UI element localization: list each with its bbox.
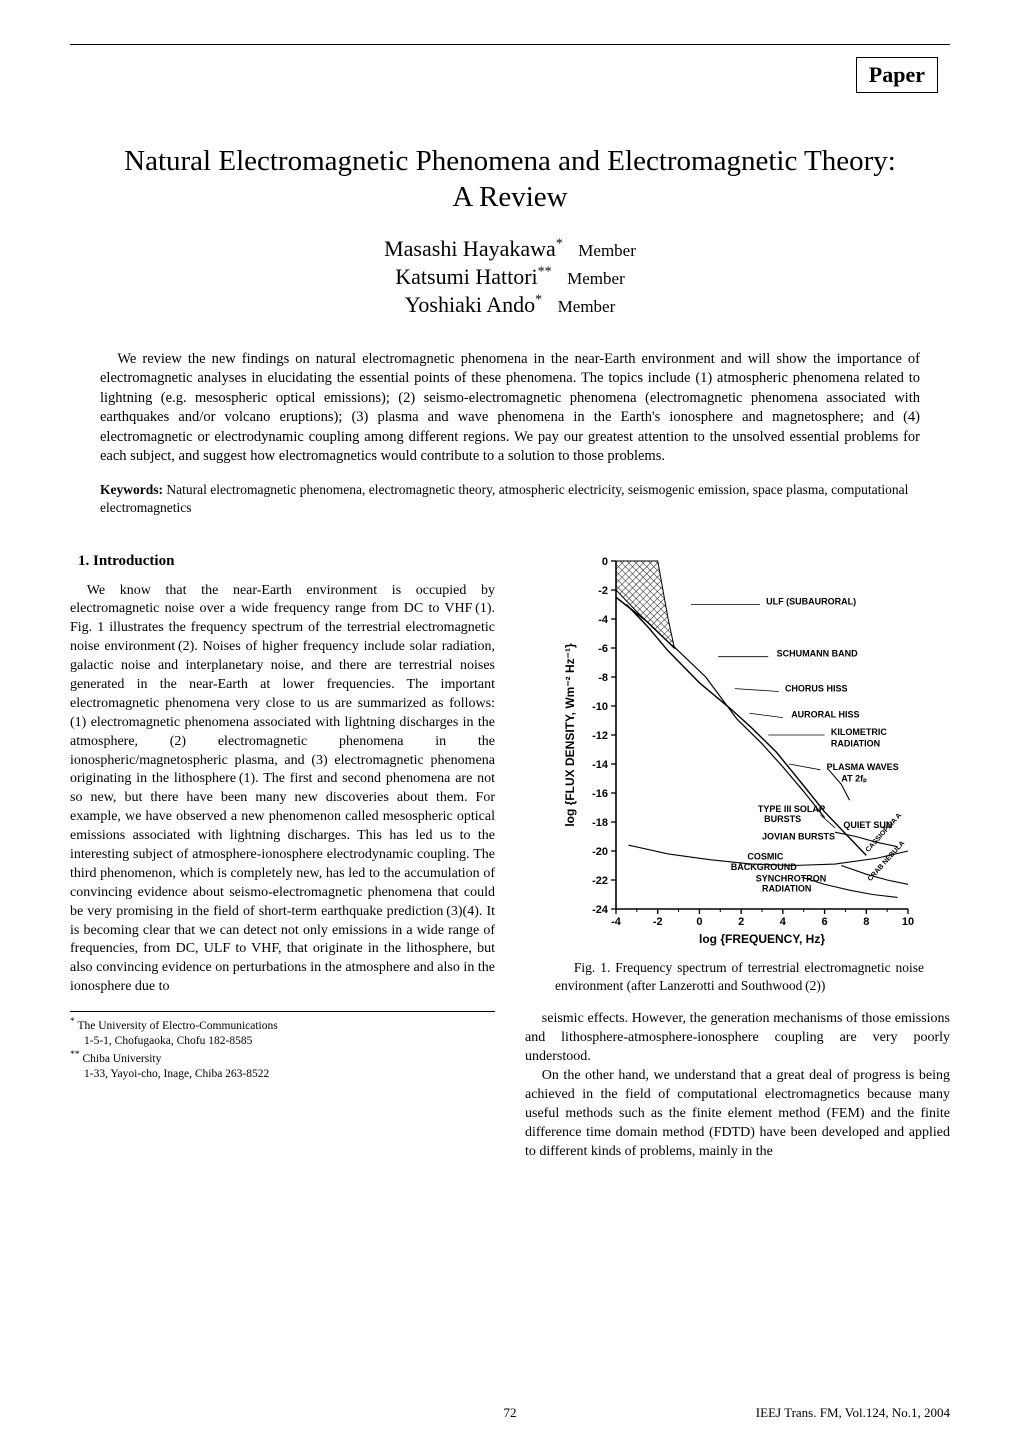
fn-addr-1: 1-5-1, Chofugaoka, Chofu 182-8585 [84,1035,252,1047]
svg-text:0: 0 [696,916,702,928]
svg-text:4: 4 [779,916,786,928]
svg-text:-20: -20 [592,846,608,858]
svg-text:SYNCHROTRON: SYNCHROTRON [755,874,826,884]
svg-text:6: 6 [821,916,827,928]
fn-text-1: The University of Electro-Communications [77,1020,277,1032]
fn-mark-1: * [70,1016,75,1027]
svg-text:BURSTS: BURSTS [764,814,801,824]
svg-text:8: 8 [863,916,869,928]
svg-text:JOVIAN BURSTS: JOVIAN BURSTS [762,832,835,842]
svg-text:AURORAL HISS: AURORAL HISS [791,710,859,720]
svg-text:-24: -24 [592,904,609,916]
svg-text:log {FREQUENCY, Hz}: log {FREQUENCY, Hz} [698,932,824,946]
journal-reference: IEEJ Trans. FM, Vol.124, No.1, 2004 [756,1405,950,1421]
author-name-3: Yoshiaki Ando [405,292,535,317]
author-role-2: Member [567,269,625,288]
author-mark-2: ** [538,264,552,279]
svg-text:-22: -22 [592,875,608,887]
svg-text:KILOMETRIC: KILOMETRIC [830,727,886,737]
keywords: Keywords: Natural electromagnetic phenom… [100,481,920,517]
svg-text:SCHUMANN BAND: SCHUMANN BAND [776,649,857,659]
author-name-1: Masashi Hayakawa [384,236,556,261]
fn-addr-2: 1-33, Yayoi-cho, Inage, Chiba 263-8522 [84,1068,269,1080]
col2-para-2: On the other hand, we understand that a … [525,1067,950,1161]
svg-text:-6: -6 [598,643,608,655]
svg-text:ULF (SUBAURORAL): ULF (SUBAURORAL) [766,597,856,607]
svg-text:-4: -4 [598,614,609,626]
affiliation-footnotes: * The University of Electro-Communicatio… [70,1011,495,1081]
col2-para-1: seismic effects. However, the generation… [525,1010,950,1067]
author-mark-1: * [556,236,563,251]
intro-paragraph: We know that the near-Earth environment … [70,582,495,998]
figure-1-plot: -4-20246810-24-22-20-18-16-14-12-10-8-6-… [558,549,918,949]
svg-text:-12: -12 [592,730,608,742]
svg-text:-10: -10 [592,701,608,713]
figure-1-caption: Fig. 1. Frequency spectrum of terrestria… [555,959,924,994]
svg-text:CHORUS HISS: CHORUS HISS [784,684,847,694]
svg-text:2: 2 [738,916,744,928]
svg-text:log {FLUX DENSITY, Wm⁻² Hz⁻¹}: log {FLUX DENSITY, Wm⁻² Hz⁻¹} [563,643,577,827]
paper-title: Natural Electromagnetic Phenomena and El… [70,143,950,216]
keywords-text: Natural electromagnetic phenomena, elect… [100,482,908,515]
keywords-label: Keywords: [100,482,163,497]
abstract-text: We review the new findings on natural el… [100,350,920,467]
svg-text:AT 2fₚ: AT 2fₚ [841,774,867,784]
fn-text-2: Chiba University [82,1053,161,1065]
svg-text:-2: -2 [598,585,608,597]
top-rule [70,44,950,45]
svg-text:BACKGROUND: BACKGROUND [730,862,796,872]
paper-type-box: Paper [856,57,938,93]
svg-text:10: 10 [901,916,913,928]
left-column: 1. Introduction We know that the near-Ea… [70,543,495,1161]
svg-text:-4: -4 [611,916,622,928]
abstract: We review the new findings on natural el… [100,350,920,467]
svg-text:-16: -16 [592,788,608,800]
svg-text:RADIATION: RADIATION [830,739,879,749]
title-line-2: A Review [452,181,567,213]
section-heading-1: 1. Introduction [78,551,495,571]
svg-text:0: 0 [601,556,607,568]
svg-text:-2: -2 [652,916,662,928]
author-role-1: Member [578,241,636,260]
page-footer: 72 IEEJ Trans. FM, Vol.124, No.1, 2004 [70,1405,950,1421]
right-column: -4-20246810-24-22-20-18-16-14-12-10-8-6-… [525,543,950,1161]
author-name-2: Katsumi Hattori [395,264,537,289]
svg-text:COSMIC: COSMIC [747,852,784,862]
svg-text:-18: -18 [592,817,608,829]
author-role-3: Member [558,297,616,316]
svg-text:TYPE III SOLAR: TYPE III SOLAR [757,804,825,814]
svg-text:-8: -8 [598,672,608,684]
figure-1: -4-20246810-24-22-20-18-16-14-12-10-8-6-… [525,549,950,949]
author-block: Masashi Hayakawa* Member Katsumi Hattori… [70,236,950,318]
svg-text:-14: -14 [592,759,609,771]
fn-mark-2: ** [70,1049,80,1060]
svg-text:PLASMA WAVES: PLASMA WAVES [826,762,898,772]
title-line-1: Natural Electromagnetic Phenomena and El… [124,145,896,177]
svg-text:RADIATION: RADIATION [762,884,811,894]
author-mark-3: * [535,292,542,307]
